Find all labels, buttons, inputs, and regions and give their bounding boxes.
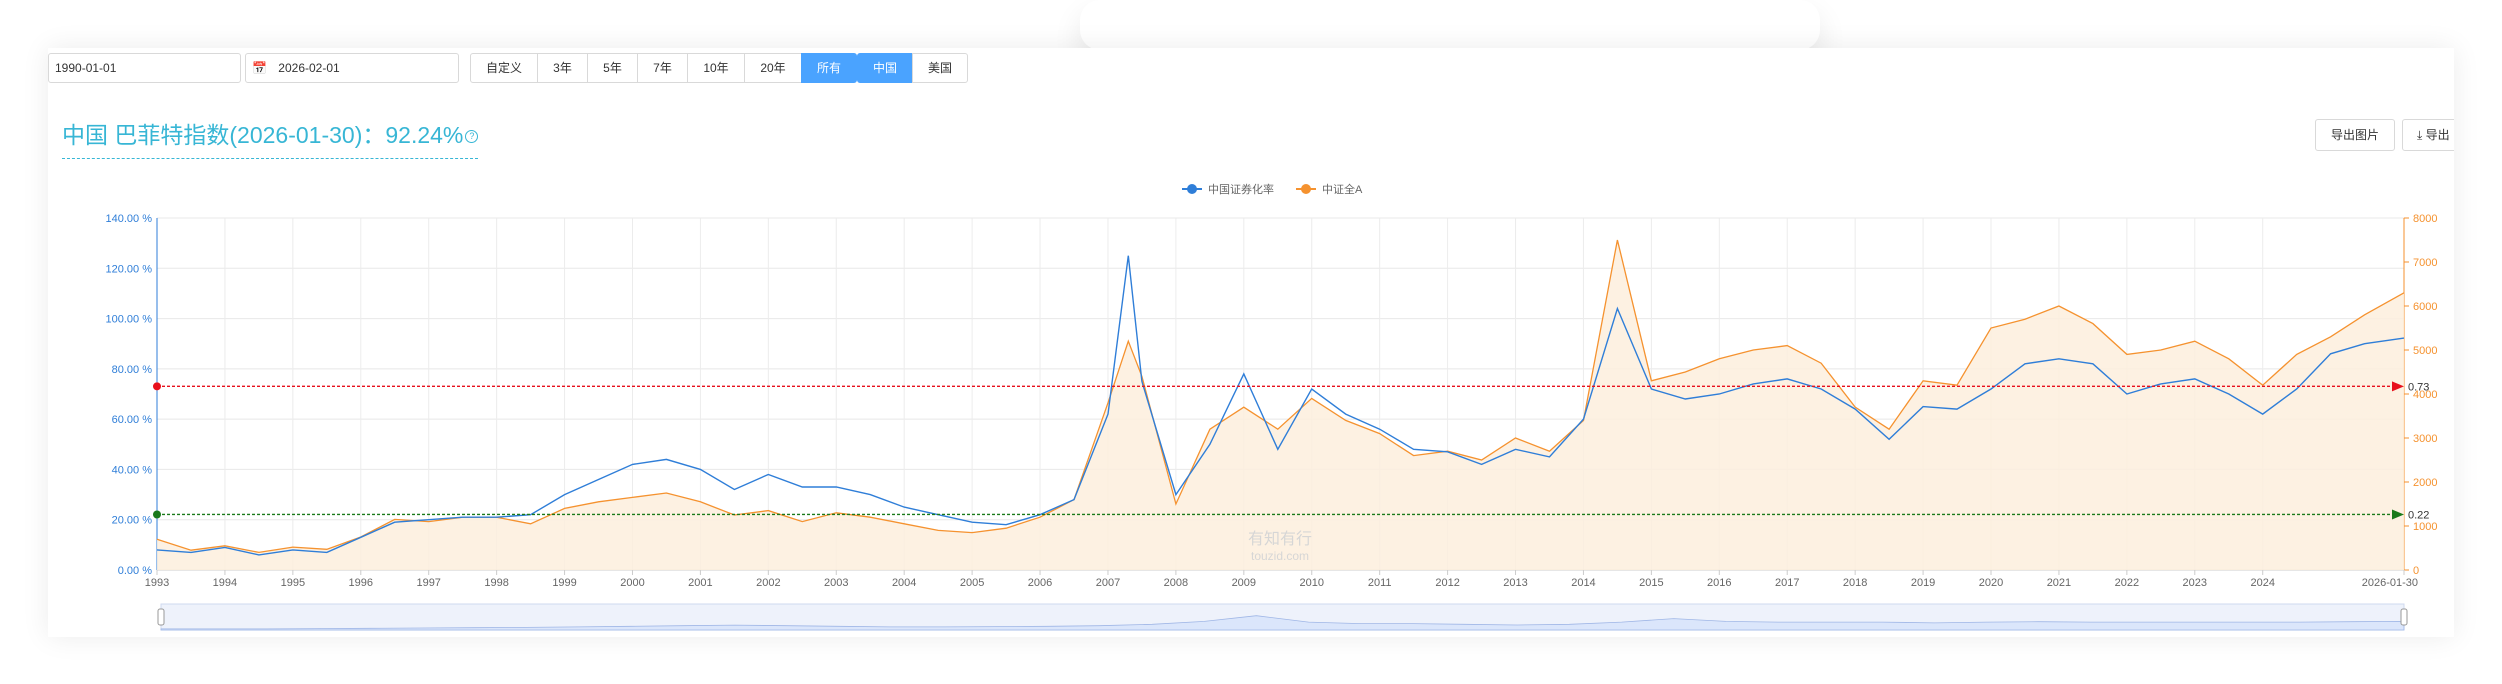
ratio-series-line: [156, 255, 2405, 556]
legend-label-1: 中证全A: [1322, 182, 1363, 196]
navigator-handle-left[interactable]: [157, 608, 165, 626]
x-tick-label: 2010: [1300, 577, 1324, 589]
legend-marker-dot-0: [1187, 184, 1197, 194]
y-right-tick-label: 1000: [2413, 521, 2437, 533]
y-left-tick-label: 140.00 %: [106, 213, 153, 225]
range-button-7y[interactable]: 7年: [637, 53, 688, 83]
x-tick-label: 2022: [2115, 577, 2139, 589]
end-date-input[interactable]: 📅 2026-02-01: [245, 53, 459, 83]
chart-title-text: 中国 巴菲特指数(2026-01-30)：92.24%: [62, 122, 464, 148]
x-tick-label: 2012: [1435, 577, 1459, 589]
start-date-input[interactable]: 1990-01-01: [48, 53, 241, 83]
download-icon: ⤓: [2417, 128, 2423, 142]
y-right-tick-label: 0: [2413, 565, 2419, 577]
y-right-tick-label: 4000: [2413, 389, 2437, 401]
x-tick-label: 1998: [484, 577, 508, 589]
reference-line-arrow-0: [2392, 381, 2404, 392]
y-left-tick-label: 100.00 %: [106, 314, 153, 326]
question-circle-icon[interactable]: ?: [465, 130, 479, 144]
chart-svg: 中国证券化率 中证全A 0.00 % 20.00 % 40.00 % 60.00 % 80.…: [106, 182, 2437, 631]
x-tick-label: 1994: [213, 577, 237, 589]
y-left-tick-label: 120.00 %: [106, 263, 153, 275]
chart-card: 1990-01-01 📅 2026-02-01 自定义 3年 5年 7年 10年…: [48, 48, 2454, 637]
reference-line-start-dot-0: [153, 382, 161, 391]
range-button-5y[interactable]: 5年: [587, 53, 638, 83]
index-series-line: [156, 239, 2405, 554]
x-tick-label: 2008: [1164, 577, 1188, 589]
index-series-area: [157, 240, 2404, 570]
x-tick-label: 2013: [1503, 577, 1527, 589]
end-date-value: 2026-02-01: [278, 61, 340, 75]
x-tick-label: 2026-01-30: [2362, 577, 2418, 589]
x-tick-label: 1997: [416, 577, 440, 589]
x-tick-label: 2004: [892, 577, 916, 589]
x-tick-label: 2023: [2183, 577, 2207, 589]
watermark-line-1: 有知有行: [1248, 530, 1312, 548]
range-button-20y[interactable]: 20年: [744, 53, 802, 83]
market-button-usa[interactable]: 美国: [912, 53, 968, 83]
export-image-button[interactable]: 导出图片: [2315, 119, 2395, 151]
navigator-handle-right[interactable]: [2400, 608, 2408, 626]
x-tick-label: 2015: [1639, 577, 1663, 589]
y-left-tick-label: 20.00 %: [112, 515, 153, 527]
range-button-10y[interactable]: 10年: [687, 53, 745, 83]
x-tick-label: 2007: [1096, 577, 1120, 589]
x-tick-label: 1996: [349, 577, 373, 589]
x-tick-label: 2006: [1028, 577, 1052, 589]
range-button-custom[interactable]: 自定义: [470, 53, 538, 83]
reference-line-label-1: 0.22: [2408, 509, 2429, 521]
x-tick-label: 2009: [1232, 577, 1256, 589]
navigator-series-area: [160, 615, 2405, 631]
calendar-icon: 📅: [252, 61, 267, 75]
start-date-value: 1990-01-01: [55, 61, 117, 75]
y-left-tick-label: 40.00 %: [112, 464, 153, 476]
x-tick-label: 2024: [2250, 577, 2274, 589]
x-tick-label: 2016: [1707, 577, 1731, 589]
x-tick-label: 1993: [145, 577, 169, 589]
range-button-all[interactable]: 所有: [801, 53, 857, 83]
market-button-china[interactable]: 中国: [857, 53, 913, 83]
y-right-tick-label: 6000: [2413, 301, 2437, 313]
x-tick-label: 2014: [1571, 577, 1595, 589]
x-tick-label: 2001: [688, 577, 712, 589]
reference-line-start-dot-1: [153, 510, 161, 519]
x-tick-label: 1995: [281, 577, 305, 589]
x-tick-label: 2000: [620, 577, 644, 589]
x-tick-label: 2017: [1775, 577, 1799, 589]
range-button-group: 自定义 3年 5年 7年 10年 20年 所有: [470, 53, 857, 83]
export-data-label: 导出: [2425, 128, 2450, 142]
y-right-tick-label: 2000: [2413, 477, 2437, 489]
x-tick-label: 2011: [1368, 577, 1392, 589]
watermark-line-2: touzid.com: [1251, 549, 1309, 563]
x-tick-label: 2018: [1843, 577, 1867, 589]
x-tick-label: 2002: [756, 577, 780, 589]
x-tick-label: 2020: [1979, 577, 2003, 589]
y-right-tick-label: 3000: [2413, 433, 2437, 445]
x-tick-label: 2021: [2047, 577, 2071, 589]
y-right-tick-label: 8000: [2413, 213, 2437, 225]
x-tick-label: 2003: [824, 577, 848, 589]
reference-line-arrow-1: [2392, 509, 2404, 520]
y-left-tick-label: 80.00 %: [112, 364, 153, 376]
x-tick-label: 2019: [1911, 577, 1935, 589]
x-tick-label: 2005: [960, 577, 984, 589]
legend-marker-dot-1: [1301, 184, 1311, 194]
y-left-tick-label: 60.00 %: [112, 414, 153, 426]
x-tick-label: 1999: [552, 577, 576, 589]
overlay-shadow: [1080, 0, 1820, 50]
market-button-group: 中国 美国: [857, 53, 968, 83]
chart-title: 中国 巴菲特指数(2026-01-30)：92.24%?: [62, 116, 479, 159]
y-right-tick-label: 7000: [2413, 257, 2437, 269]
y-right-tick-label: 5000: [2413, 345, 2437, 357]
legend-label-0: 中国证券化率: [1208, 182, 1274, 196]
y-left-tick-label: 0.00 %: [118, 565, 152, 577]
export-data-button[interactable]: ⤓ 导出: [2402, 119, 2454, 151]
reference-line-label-0: 0.73: [2408, 381, 2429, 393]
